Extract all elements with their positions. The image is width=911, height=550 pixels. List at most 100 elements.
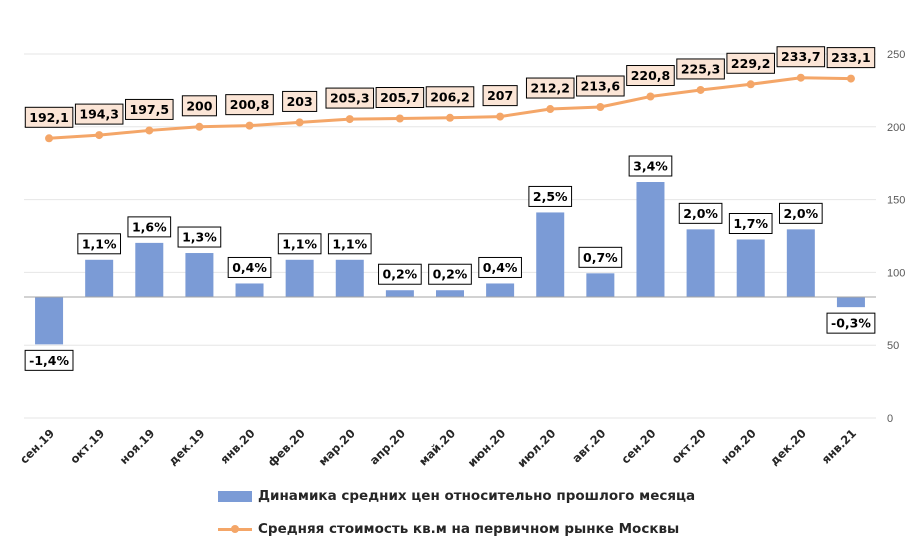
line-data-label-box (826, 47, 876, 69)
bar (436, 290, 464, 297)
bar (686, 229, 715, 297)
line-data-label-box (282, 90, 318, 112)
legend-line-label: Средняя стоимость кв.м на первичном рынк… (258, 521, 680, 537)
bar (35, 297, 64, 345)
line-point (846, 74, 855, 83)
line-data-label-text: 205,3 (330, 91, 370, 106)
bar-data-label: 1,1% (77, 233, 122, 255)
bar-data-label-box (327, 233, 372, 255)
bar-data-label-text: 0,2% (383, 267, 418, 282)
bar-data-label-box (277, 233, 322, 255)
line-data-label-box (576, 75, 625, 97)
line-data-label-box (776, 46, 826, 68)
category-label: окт.19 (67, 426, 107, 466)
category-label: сен.19 (17, 426, 57, 466)
category-label: окт.20 (669, 426, 709, 466)
bar-data-label-box (728, 213, 773, 234)
line-data-label-box (525, 77, 575, 99)
line-data-label: 203 (282, 90, 318, 112)
bar-data-label-text: 1,1% (282, 236, 317, 251)
legend-bar-swatch (218, 490, 252, 502)
category-label: янв.21 (819, 426, 859, 466)
right-tick-label: 200 (887, 122, 905, 134)
line-data-label-box (676, 58, 725, 80)
line-data-label: 197,5 (125, 98, 174, 120)
right-tick-label: 250 (887, 49, 905, 61)
line-data-label: 233,7 (776, 46, 826, 68)
category-label: дек.19 (166, 426, 208, 468)
bar-data-label: 0,2% (378, 263, 422, 285)
line-data-label-text: 205,7 (380, 90, 420, 105)
category-label: июл.20 (514, 426, 558, 470)
bar-data-label-text: 0,2% (433, 267, 468, 282)
line-data-labels: 192,1 194,3 197,5 200 200,8 203 205,3 205,7 206,… (24, 46, 876, 128)
bar-data-label: 0,7% (578, 246, 623, 268)
category-label: дек.20 (767, 426, 809, 468)
bar (235, 283, 264, 297)
line-data-label: 205,7 (375, 87, 425, 109)
line-data-label: 225,3 (676, 58, 725, 80)
bar (486, 283, 515, 297)
category-label: июн.20 (465, 426, 509, 470)
line-data-label-text: 233,7 (781, 49, 821, 64)
right-tick-label: 150 (887, 195, 905, 207)
line-data-label-box (375, 87, 425, 109)
bar-data-label: 0,4% (478, 256, 522, 278)
bar (536, 212, 565, 297)
line-series (45, 73, 855, 143)
bar-data-label-box (578, 246, 623, 268)
bar-data-label: -0,3% (826, 312, 876, 334)
line-data-label-box (425, 86, 475, 108)
category-label: май.20 (416, 426, 458, 468)
line-data-label-box (626, 65, 675, 87)
line-data-label-box (726, 52, 775, 74)
line-point (395, 114, 404, 123)
bar-data-label-box (77, 233, 122, 255)
bar (185, 253, 214, 297)
line-point (796, 73, 805, 82)
bar-data-labels: -1,4% 1,1% 1,6% 1,3% 0,4% 1,1% 1,1% 0,2% 0,2% 0,4… (24, 155, 876, 371)
bar-data-label: 1,6% (127, 216, 172, 238)
legend-bar-label: Динамика средних цен относительно прошло… (258, 488, 696, 504)
line-data-label-box (181, 95, 217, 117)
bar-data-label: 1,7% (728, 213, 773, 234)
right-tick-label: 100 (887, 267, 905, 279)
bar-data-label-text: 0,4% (232, 260, 267, 275)
right-tick-label: 50 (887, 340, 899, 352)
line-point (245, 121, 254, 130)
legend-item-bars: Динамика средних цен относительно прошло… (218, 488, 695, 504)
line-data-label-text: 225,3 (681, 61, 721, 76)
bar-data-label: 2,5% (528, 185, 573, 207)
bar-data-label-text: 2,5% (533, 189, 568, 204)
line-data-label-text: 212,2 (530, 81, 570, 96)
bar-data-label-box (24, 349, 74, 371)
bar-data-label: 0,2% (428, 263, 472, 285)
bar-data-label-box (778, 202, 823, 224)
line-data-label-text: 192,1 (29, 110, 69, 125)
bar-data-label-text: -0,3% (831, 316, 871, 331)
bar (285, 259, 314, 297)
line-point (596, 102, 605, 111)
line-data-label: 200,8 (225, 94, 274, 116)
bar-data-label-text: 1,1% (82, 236, 117, 251)
bar (385, 290, 414, 297)
bar-data-label-box (177, 226, 222, 248)
bar-data-label: 2,0% (678, 202, 723, 224)
bar (836, 297, 865, 308)
line-data-label-text: 200 (186, 98, 212, 113)
line-point (45, 134, 54, 143)
category-label: апр.20 (367, 426, 408, 467)
legend-line-swatch (218, 524, 252, 535)
line-data-label-box (24, 106, 74, 128)
line-data-label-text: 203 (287, 94, 313, 109)
line-data-label: 220,8 (626, 65, 675, 87)
bar-data-label-text: 0,4% (483, 260, 518, 275)
bar-data-label: 1,1% (277, 233, 322, 255)
bar-data-label: 3,4% (628, 155, 673, 177)
line-data-label-text: 207 (487, 88, 513, 103)
line-data-label-text: 213,6 (581, 78, 621, 93)
bar (335, 259, 364, 297)
line-data-label: 212,2 (525, 77, 575, 99)
bar (636, 182, 665, 297)
